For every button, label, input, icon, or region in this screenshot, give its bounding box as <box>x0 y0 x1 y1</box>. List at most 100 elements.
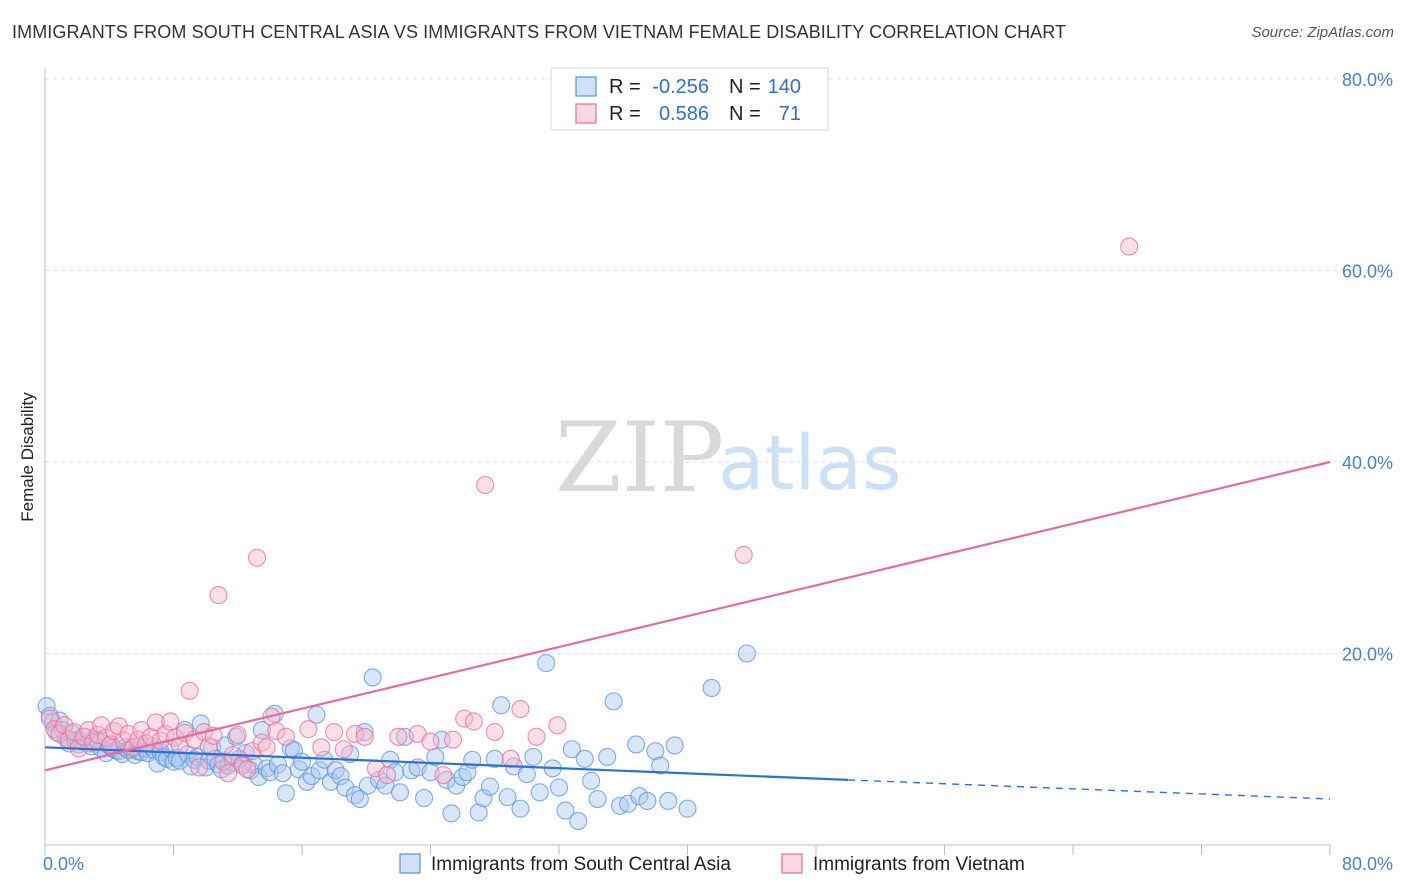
legend-swatch-blue <box>575 76 597 97</box>
data-point <box>378 766 397 785</box>
series-legend: Immigrants from South Central Asia Immig… <box>399 853 1025 875</box>
data-point <box>638 791 657 811</box>
data-point <box>530 783 549 802</box>
data-point <box>476 475 495 495</box>
data-point <box>517 765 536 784</box>
data-point <box>415 789 434 808</box>
data-point <box>556 801 575 820</box>
data-point <box>678 799 697 818</box>
x-tick-labels: 0.0% 80.0% <box>43 854 1393 874</box>
data-point <box>334 740 353 759</box>
data-point <box>299 720 318 739</box>
data-point <box>247 548 267 567</box>
data-point <box>312 738 331 757</box>
data-point <box>363 668 382 687</box>
watermark: ZIP atlas <box>555 402 902 514</box>
legend-r-value-blue: -0.256 <box>652 76 709 98</box>
data-point <box>358 776 377 795</box>
correlation-legend: R = -0.256 N = 140 R = 0.586 N = 71 <box>550 67 829 131</box>
y-tick-label: 40.0% <box>1342 453 1393 473</box>
data-point <box>434 766 453 785</box>
data-point <box>485 749 504 768</box>
data-point <box>50 724 69 743</box>
legend-r-label: R = <box>609 76 641 98</box>
chart-title: IMMIGRANTS FROM SOUTH CENTRAL ASIA VS IM… <box>12 22 1067 42</box>
data-point <box>257 738 276 757</box>
data-point <box>575 749 594 768</box>
data-point <box>109 717 128 736</box>
data-point <box>737 644 756 663</box>
series-legend-label-pink: Immigrants from Vietnam <box>813 854 1025 875</box>
data-point <box>228 725 247 744</box>
data-point <box>238 760 257 779</box>
data-point <box>492 696 511 715</box>
data-point <box>292 752 312 771</box>
data-point <box>252 733 271 752</box>
legend-n-value-blue: 140 <box>768 76 801 98</box>
series-legend-label-blue: Immigrants from South Central Asia <box>431 854 731 875</box>
data-point <box>389 727 408 746</box>
data-point <box>569 812 588 831</box>
data-point <box>325 722 344 742</box>
data-point <box>511 699 530 719</box>
data-point <box>549 778 569 797</box>
data-point <box>498 788 517 807</box>
legend-n-label: N = <box>729 76 761 98</box>
data-point <box>214 752 233 771</box>
legend-box <box>550 67 829 131</box>
data-point <box>511 799 530 818</box>
data-point <box>524 747 543 766</box>
data-point <box>442 804 461 823</box>
y-tick-labels: 20.0% 40.0% 60.0% 80.0% <box>1342 70 1393 665</box>
data-point <box>219 764 238 783</box>
data-point <box>474 789 493 808</box>
legend-n-label: N = <box>729 103 761 125</box>
series-vietnam-points <box>40 237 1139 785</box>
data-point <box>659 791 678 811</box>
data-point <box>180 681 199 700</box>
data-point <box>161 712 180 731</box>
data-point <box>627 735 646 754</box>
data-point <box>421 732 440 751</box>
data-point <box>443 730 463 749</box>
watermark-zip: ZIP <box>555 402 724 514</box>
legend-r-value-pink: 0.586 <box>659 103 709 125</box>
legend-r-label: R = <box>609 103 641 125</box>
data-point <box>310 761 329 780</box>
data-point <box>326 761 345 780</box>
data-point <box>501 749 520 768</box>
data-point <box>55 716 74 735</box>
data-point <box>350 789 369 809</box>
data-point <box>469 803 488 822</box>
data-point <box>702 678 721 698</box>
data-point <box>537 654 556 673</box>
data-point <box>105 722 124 741</box>
data-point <box>665 736 684 755</box>
source-credit: Source: ZipAtlas.com <box>1251 24 1394 41</box>
data-point <box>199 751 218 770</box>
x-tick-label: 80.0% <box>1342 854 1393 874</box>
legend-n-value-pink: 71 <box>779 103 801 125</box>
data-point <box>64 722 83 742</box>
y-tick-label: 20.0% <box>1342 645 1393 665</box>
data-point <box>331 767 350 786</box>
data-point <box>45 720 64 739</box>
data-point <box>273 764 292 783</box>
data-point <box>336 778 355 797</box>
x-tick-label: 0.0% <box>43 854 84 874</box>
data-point <box>276 784 295 803</box>
data-point <box>604 692 623 711</box>
data-point <box>276 727 295 746</box>
data-point <box>480 777 499 796</box>
axes <box>44 68 1331 855</box>
grid-lines <box>45 78 1392 654</box>
trend-line-extension-blue <box>848 779 1331 800</box>
data-point <box>562 740 581 759</box>
data-point <box>582 771 601 790</box>
series-legend-swatch-pink <box>781 853 803 874</box>
data-point <box>734 545 753 564</box>
data-point <box>297 772 316 791</box>
data-point <box>598 747 617 766</box>
data-point <box>651 756 670 775</box>
